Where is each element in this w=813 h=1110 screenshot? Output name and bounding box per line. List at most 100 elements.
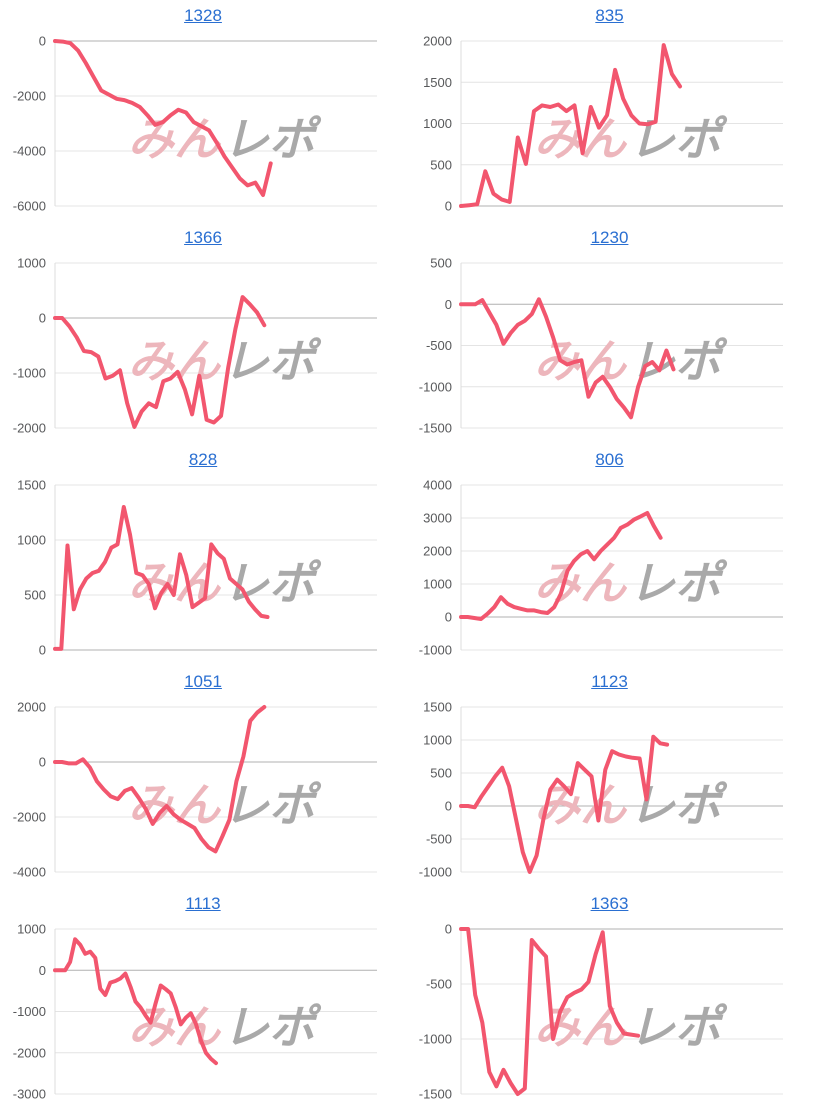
- chart-title-link[interactable]: 1363: [590, 894, 629, 913]
- chart-title: 1366: [0, 222, 406, 252]
- y-axis-tick-label: -1000: [419, 1032, 452, 1047]
- series-line: [53, 39, 273, 197]
- y-axis-tick-label: -2000: [13, 89, 46, 104]
- chart-title: 1051: [0, 666, 406, 696]
- y-axis-tick-label: -4000: [13, 144, 46, 159]
- series-line: [53, 937, 218, 1066]
- series-line: [459, 511, 663, 621]
- chart-title-link[interactable]: 835: [595, 6, 624, 25]
- series-line: [459, 43, 682, 208]
- chart-title-link[interactable]: 828: [188, 450, 218, 469]
- y-axis-tick-label: 0: [39, 34, 46, 49]
- y-axis-tick-label: -1000: [13, 1004, 46, 1019]
- watermark-gray-text: レポ: [627, 114, 732, 165]
- series-line: [459, 297, 676, 420]
- y-axis-tick-label: 0: [39, 311, 46, 326]
- series-line: [459, 927, 641, 1096]
- chart-title: 828: [0, 444, 406, 474]
- watermark-gray-text: レポ: [221, 780, 326, 831]
- watermark-gray-text: レポ: [221, 114, 326, 165]
- y-axis-tick-label: -1000: [419, 643, 452, 658]
- y-axis-tick-label: 3000: [423, 511, 452, 526]
- watermark-gray-text: レポ: [627, 336, 732, 387]
- chart-title-link[interactable]: 1366: [184, 228, 222, 247]
- y-axis-tick-label: 0: [39, 755, 46, 770]
- chart-title-link[interactable]: 1123: [591, 672, 628, 691]
- series-line: [53, 505, 270, 651]
- y-axis-tick-label: -500: [426, 338, 452, 353]
- chart-title: 806: [406, 444, 813, 474]
- watermark-gray-text: レポ: [221, 1002, 326, 1053]
- chart-title-link[interactable]: 1230: [590, 228, 629, 247]
- y-axis-tick-label: 1000: [423, 116, 452, 131]
- chart-title-link[interactable]: 1328: [184, 6, 222, 25]
- chart-title: 1363: [406, 888, 813, 918]
- y-axis-tick-label: -1000: [419, 379, 452, 394]
- watermark-gray-text: レポ: [627, 558, 732, 609]
- y-axis-tick-label: -3000: [13, 1087, 46, 1102]
- chart-title: 835: [406, 0, 813, 30]
- y-axis-tick-label: 500: [430, 256, 452, 271]
- watermark-pink-text: みん: [126, 336, 231, 387]
- y-axis-tick-label: 1000: [17, 922, 46, 937]
- y-axis-tick-label: 1500: [423, 700, 452, 715]
- y-axis-tick-label: -1000: [13, 366, 46, 381]
- chart-cell-1051: 1051 2000 0 -2000 -4000 みん レポ: [0, 666, 406, 888]
- chart-title-link[interactable]: 1051: [184, 672, 222, 691]
- y-axis-tick-label: 500: [24, 588, 46, 603]
- chart-cell-835: 835 2000 1500 1000 500 0 みん レポ: [406, 0, 813, 222]
- y-axis-tick-label: -500: [426, 832, 452, 847]
- chart-title: 1113: [0, 888, 406, 918]
- y-axis-tick-label: 1000: [423, 577, 452, 592]
- y-axis-tick-label: -2000: [13, 1045, 46, 1060]
- y-axis-tick-label: 2000: [423, 34, 452, 49]
- y-axis-tick-label: 0: [39, 963, 46, 978]
- chart-title-link[interactable]: 806: [595, 450, 624, 469]
- y-axis-tick-label: 4000: [423, 478, 452, 493]
- y-axis-tick-label: -500: [426, 977, 452, 992]
- y-axis-tick-label: 1500: [17, 478, 46, 493]
- y-axis-tick-label: -1500: [419, 421, 452, 436]
- y-axis-tick-label: 1500: [423, 75, 452, 90]
- y-axis-tick-label: -2000: [13, 810, 46, 825]
- chart-title-link[interactable]: 1113: [185, 894, 221, 913]
- y-axis-tick-label: 500: [430, 766, 452, 781]
- y-axis-tick-label: 1000: [17, 256, 46, 271]
- chart-title: 1123: [406, 666, 813, 696]
- chart-cell-1366: 1366 1000 0 -1000 -2000 みん レポ: [0, 222, 406, 444]
- y-axis-tick-label: -1000: [419, 865, 452, 880]
- chart-title: 1328: [0, 0, 406, 30]
- y-axis-tick-label: 0: [445, 199, 452, 214]
- chart-cell-1123: 1123 1500 1000 500 0 -500 -1000 みん レポ: [406, 666, 813, 888]
- y-axis-tick-label: 1000: [423, 733, 452, 748]
- y-axis-tick-label: -1500: [419, 1087, 452, 1102]
- watermark-gray-text: レポ: [627, 780, 732, 831]
- chart-title: 1230: [406, 222, 813, 252]
- y-axis-tick-label: 0: [445, 610, 452, 625]
- series-line: [53, 705, 267, 854]
- y-axis-tick-label: 2000: [17, 700, 46, 715]
- chart-cell-1363: 1363 0 -500 -1000 -1500 みん レポ: [406, 888, 813, 1110]
- series-line: [459, 734, 670, 874]
- y-axis-tick-label: 0: [445, 297, 452, 312]
- chart-cell-828: 828 1500 1000 500 0 みん レポ: [0, 444, 406, 666]
- y-axis-tick-label: 2000: [423, 544, 452, 559]
- y-axis-tick-label: 500: [430, 157, 452, 172]
- y-axis-tick-label: -2000: [13, 421, 46, 436]
- y-axis-tick-label: 0: [39, 643, 46, 658]
- watermark-gray-text: レポ: [221, 336, 326, 387]
